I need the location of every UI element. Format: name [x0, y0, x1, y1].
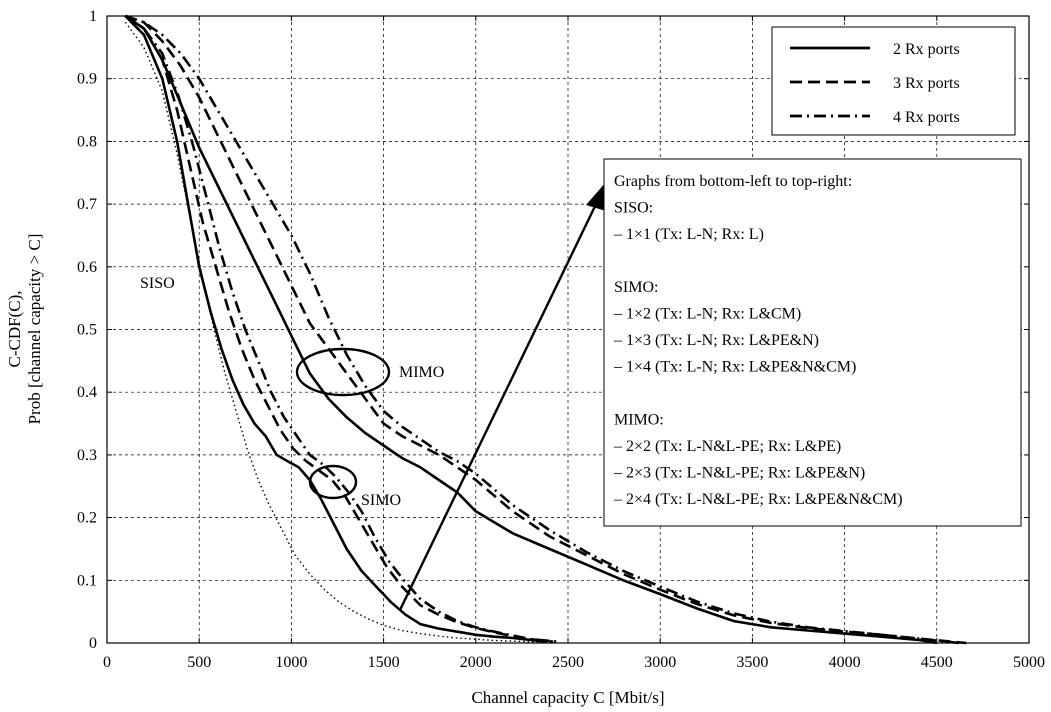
- axis-ticks: 0 500 1000 1500 2000 2500 3000 3500 4000 4500 5000…: [77, 8, 1045, 671]
- legend-label: 2 Rx ports: [893, 41, 960, 58]
- x-tick-label: 3500: [736, 654, 768, 671]
- info-box-line: – 1×2 (Tx: L-N; Rx: L&CM): [613, 306, 801, 323]
- x-axis-label: Channel capacity C [Mbit/s]: [471, 688, 664, 707]
- x-tick-label: 1000: [275, 654, 307, 671]
- x-tick-label: 1500: [368, 654, 400, 671]
- x-tick-label: 4000: [829, 654, 861, 671]
- simo-label: SIMO: [361, 492, 401, 509]
- legend-label: 4 Rx ports: [893, 109, 960, 126]
- y-tick-label: 0: [89, 635, 97, 652]
- series-line-simo-dash-dot: [124, 14, 559, 643]
- x-tick-label: 500: [187, 654, 211, 671]
- series-line-siso-dotted: [124, 21, 550, 644]
- y-tick-label: 0.1: [77, 572, 97, 589]
- info-box-line: – 2×3 (Tx: L-N&L-PE; Rx: L&PE&N): [613, 465, 865, 482]
- legend-label: 3 Rx ports: [893, 75, 960, 92]
- x-tick-label: 2500: [552, 654, 584, 671]
- legend: 2 Rx ports 3 Rx ports 4 Rx ports: [771, 26, 1016, 136]
- info-box-line: Graphs from bottom-left to top-right:: [614, 173, 852, 190]
- x-tick-label: 5000: [1013, 654, 1045, 671]
- y-tick-label: 0.9: [77, 71, 97, 88]
- y-axis-label-line1: C-CDF(C),: [5, 291, 24, 368]
- info-box-line: – 1×1 (Tx: L-N; Rx: L): [613, 226, 764, 243]
- arrow-head: [586, 182, 606, 211]
- info-box-line: – 2×2 (Tx: L-N&L-PE; Rx: L&PE): [613, 438, 841, 455]
- series-line-mimo-dash-dot: [124, 14, 960, 645]
- series-line-simo-dashed: [124, 14, 554, 643]
- info-box-line: SIMO:: [614, 279, 658, 296]
- y-tick-label: 0.8: [77, 133, 97, 150]
- info-box-frame: [603, 158, 1022, 527]
- y-tick-label: 0.2: [77, 510, 97, 527]
- y-tick-label: 0.4: [77, 384, 97, 401]
- x-tick-label: 2000: [460, 654, 492, 671]
- legend-items: 2 Rx ports 3 Rx ports 4 Rx ports: [790, 41, 960, 126]
- simo-ellipse: [308, 464, 358, 500]
- y-axis-label-line2: Prob [channel capacity > C]: [25, 234, 44, 425]
- arrow-shaft: [398, 199, 600, 611]
- info-box-line: – 2×4 (Tx: L-N&L-PE; Rx: L&PE&N&CM): [613, 491, 903, 508]
- y-tick-label: 0.3: [77, 447, 97, 464]
- y-tick-label: 0.5: [77, 322, 97, 339]
- info-box-lines: Graphs from bottom-left to top-right: SIS…: [613, 173, 903, 508]
- x-axis-label-text: Channel capacity C [Mbit/s]: [471, 688, 664, 707]
- series-line-simo-solid: [124, 15, 547, 643]
- x-tick-label: 0: [103, 654, 111, 671]
- y-tick-label: 1: [89, 8, 97, 25]
- info-box-line: SISO:: [614, 200, 653, 217]
- x-tick-label: 3000: [644, 654, 676, 671]
- info-box-line: – 1×4 (Tx: L-N; Rx: L&PE&N&CM): [613, 359, 856, 376]
- info-box: Graphs from bottom-left to top-right: SIS…: [603, 158, 1022, 527]
- info-box-line: MIMO:: [614, 412, 664, 429]
- series-line-mimo-dashed: [124, 14, 967, 645]
- y-tick-label: 0.6: [77, 259, 97, 276]
- series-line-mimo-solid: [124, 14, 938, 645]
- info-box-line: – 1×3 (Tx: L-N; Rx: L&PE&N): [613, 332, 819, 349]
- y-tick-label: 0.7: [77, 196, 97, 213]
- mimo-label: MIMO: [399, 364, 444, 381]
- x-tick-label: 4500: [921, 654, 953, 671]
- mimo-ellipse: [295, 347, 391, 397]
- y-axis-label: C-CDF(C), Prob [channel capacity > C]: [5, 234, 44, 425]
- siso-label: SISO: [140, 275, 175, 292]
